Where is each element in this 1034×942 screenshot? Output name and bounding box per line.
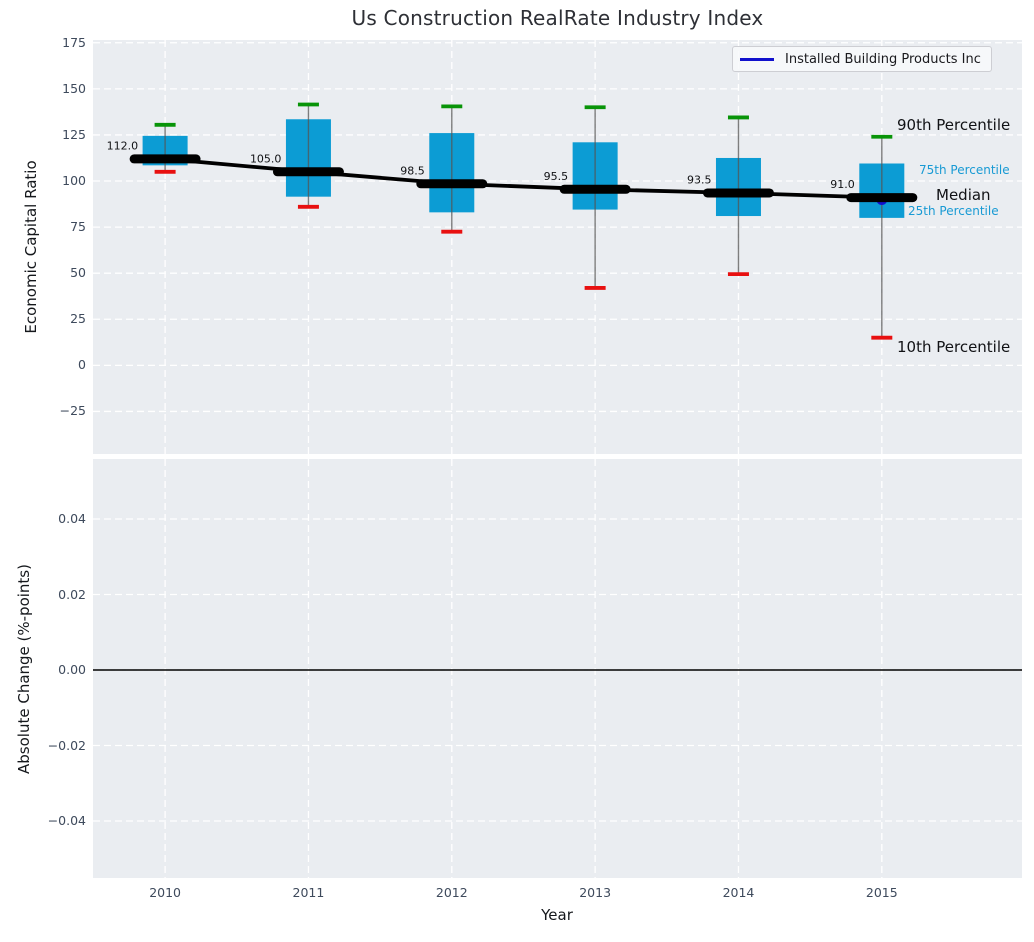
median-value-label-2013: 95.5 [544,170,569,183]
bottom-panel [93,459,1022,878]
y-tick-label: 0.02 [58,586,86,602]
y-tick-label: 50 [70,265,86,281]
x-tick-label: 2013 [579,885,612,900]
median-value-label-2014: 93.5 [687,173,712,186]
y-tick-label: 0.00 [58,662,86,677]
y-tick-label: 125 [62,126,86,142]
x-tick-label: 2014 [722,885,755,900]
y-tick-label: 75 [70,219,86,235]
legend-label: Installed Building Products Inc [785,51,981,67]
annotation-25th-percentile: 25th Percentile [908,204,999,218]
y-tick-label: 0 [78,357,86,373]
x-axis-label: Year [541,906,573,924]
boxplot-canvas: 112.0 105.0 98.5 95.5 93.5 91.0 [93,40,1022,454]
median-value-label-2010: 112.0 [107,139,139,152]
top-panel: 112.0 105.0 98.5 95.5 93.5 91.0 [93,40,1022,454]
chart-title: Us Construction RealRate Industry Index [351,6,764,30]
y-tick-label: −25 [59,403,86,419]
legend: Installed Building Products Inc [732,46,992,72]
y-tick-label: 100 [62,173,86,188]
annotation-10th-percentile: 10th Percentile [897,338,1011,356]
y-tick-label: 25 [70,311,86,327]
annotation-90th-percentile: 90th Percentile [897,116,1011,134]
annotation-75th-percentile: 75th Percentile [919,163,1010,177]
annotation-median: Median [936,186,991,204]
median-value-label-2011: 105.0 [250,152,282,165]
y-tick-label: 0.04 [58,511,86,527]
change-canvas [93,459,1022,878]
x-tick-label: 2011 [292,885,325,900]
x-tick-label: 2012 [435,885,468,900]
legend-line-swatch [740,57,774,61]
y-tick-label: −0.02 [47,737,86,753]
y-tick-label: −0.04 [47,813,86,828]
y-tick-label: 175 [62,34,86,50]
median-value-label-2012: 98.5 [400,164,425,177]
y-tick-label: 150 [62,80,86,96]
x-tick-label: 2010 [149,885,181,900]
x-tick-label: 2015 [865,885,898,900]
median-value-label-2015: 91.0 [830,178,855,191]
